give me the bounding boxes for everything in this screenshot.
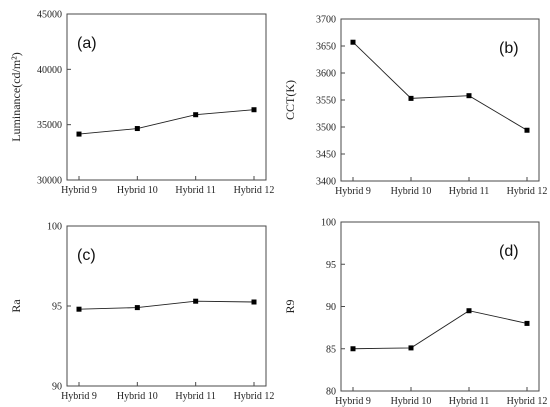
panel-label: (a) [77,35,97,52]
y-tick-label: 3400 [316,177,336,188]
x-tick-label: Hybrid 12 [507,186,548,197]
chart-panel-2: 3400 3450 3500 3550 3600 3650 3700 Hybrid 9 Hybr… [283,15,547,198]
x-tick-label: Hybrid 9 [335,396,371,407]
y-tick-label: 3450 [316,150,336,161]
x-tick-label: Hybrid 9 [61,185,97,196]
x-tick-label: Hybrid 9 [335,186,371,197]
data-point [134,305,140,311]
y-tick-label: 3700 [316,15,336,26]
x-tick-label: Hybrid 12 [234,391,275,402]
data-point [408,345,414,351]
y-tick-label: 3600 [316,69,336,80]
data-point [466,93,472,99]
y-tick-label: 30000 [37,176,62,187]
y-tick-label: 90 [326,302,336,313]
x-tick-label: Hybrid 10 [391,396,432,407]
x-tick-label: Hybrid 11 [449,396,489,407]
y-tick-label: 100 [47,222,62,233]
y-tick-label: 3500 [316,123,336,134]
x-tick-label: Hybrid 11 [175,391,215,402]
y-tick-label: 100 [321,218,336,229]
chart-panel-1: 30000 35000 40000 45000 Hybrid 9 Hybrid 10 Hyb… [9,10,274,197]
y-tick-label: 35000 [37,120,62,131]
data-point [193,298,199,304]
plot-frame [66,225,267,387]
x-tick-label: Hybrid 9 [61,391,97,402]
data-point [524,127,530,133]
chart-panel-3: 90 95 100 Hybrid 9 Hybrid 10 Hybrid 11 Hybrid … [9,222,274,403]
panel-label: (c) [77,247,96,264]
series-line [78,109,255,135]
x-tick-label: Hybrid 12 [234,185,275,196]
x-tick-label: Hybrid 10 [117,185,158,196]
y-axis-label: Ra [9,299,23,313]
y-tick-label: 95 [326,260,336,271]
data-point [524,320,530,326]
y-tick-label: 80 [326,387,336,398]
data-point [466,308,472,314]
y-tick-label: 3650 [316,42,336,53]
y-tick-label: 90 [52,382,62,393]
y-tick-label: 40000 [37,65,62,76]
data-point [408,95,414,101]
y-axis-label: Luminance(cd/m²) [9,52,23,142]
y-tick-label: 95 [52,302,62,313]
y-tick-label: 3550 [316,96,336,107]
series-line [352,310,528,350]
y-tick-label: 45000 [37,10,62,21]
data-point [76,306,82,312]
x-tick-label: Hybrid 10 [391,186,432,197]
data-point [251,107,257,113]
y-axis-label: R9 [283,299,297,313]
x-tick-label: Hybrid 11 [175,185,215,196]
y-axis-label: CCT(K) [283,80,297,120]
data-point [350,39,356,45]
y-tick-label: 85 [326,344,336,355]
series-line [352,41,528,131]
x-tick-label: Hybrid 11 [449,186,489,197]
data-point [134,126,140,132]
panel-label: (d) [499,243,519,260]
data-point [251,299,257,305]
series-line [78,300,255,310]
chart-panel-4: 80 85 90 95 100 Hybrid 9 Hybrid 10 Hybrid 11 Hyb… [283,218,547,407]
x-tick-label: Hybrid 10 [117,391,158,402]
x-tick-label: Hybrid 12 [507,396,548,407]
data-point [76,131,82,137]
data-point [193,112,199,118]
plot-frame [66,13,267,181]
data-point [350,346,356,352]
panel-label: (b) [499,40,519,57]
